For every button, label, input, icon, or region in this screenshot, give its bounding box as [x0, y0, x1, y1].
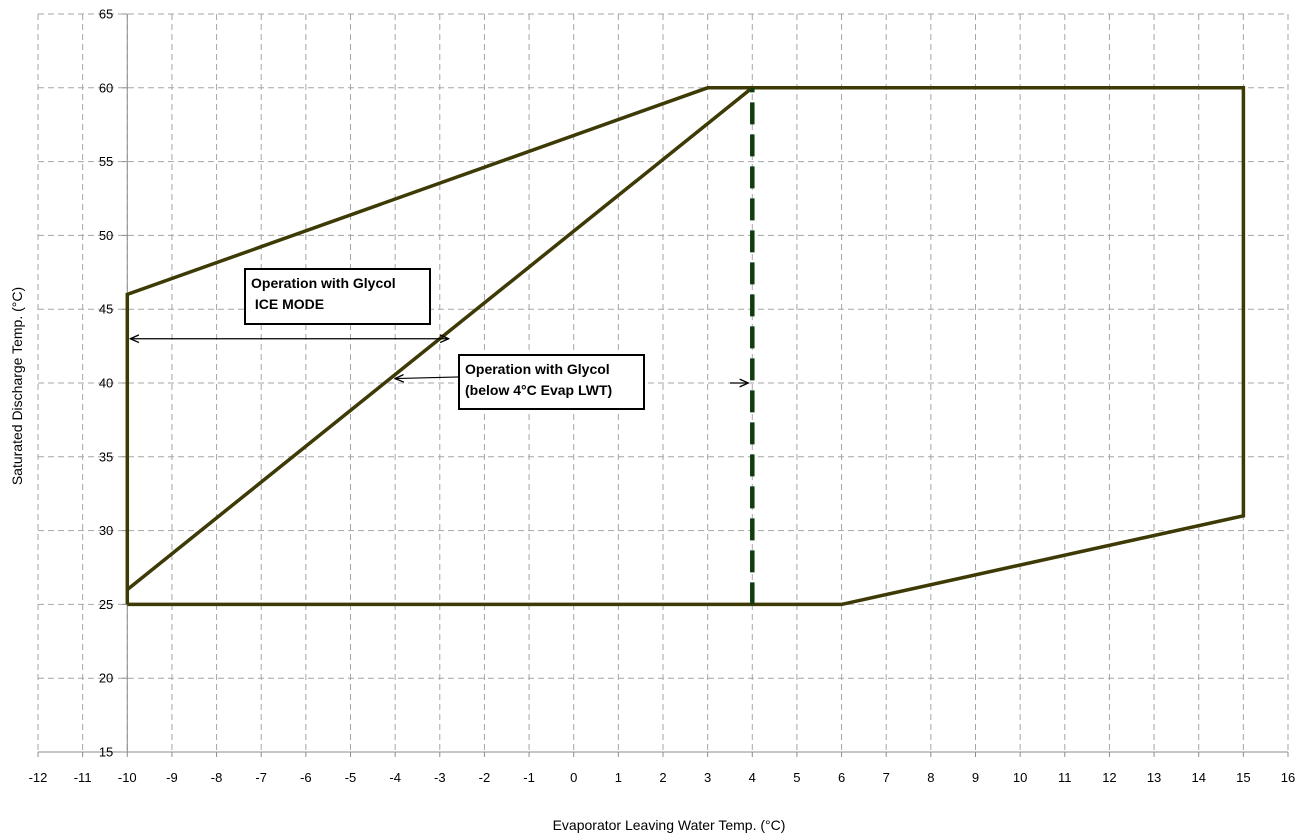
x-tick-label: 0	[570, 770, 577, 785]
x-tick-label: -3	[434, 770, 446, 785]
x-tick-label: 4	[749, 770, 756, 785]
tick-labels: -12 -11 -10 -9 -8 -7 -6 -5 -4 -3 -2 -1 0 1 2 3 4 5 6 7 8 9 10 1…	[29, 7, 1296, 786]
x-tick-label: -10	[118, 770, 137, 785]
y-tick-label: 15	[99, 745, 113, 760]
x-tick-label: -11	[74, 770, 92, 785]
x-tick-label: 10	[1013, 770, 1027, 785]
x-tick-label: 6	[838, 770, 845, 785]
y-tick-label: 55	[99, 154, 113, 169]
x-axis-title: Evaporator Leaving Water Temp. (°C)	[553, 817, 786, 833]
glycol-annotation: Operation with Glycol (below 4°C Evap LW…	[458, 354, 645, 410]
x-tick-label: 3	[704, 770, 711, 785]
x-tick-label: 15	[1236, 770, 1250, 785]
x-tick-label: -5	[345, 770, 357, 785]
x-tick-label: 12	[1102, 770, 1116, 785]
x-tick-label: -9	[166, 770, 178, 785]
x-tick-label: 5	[793, 770, 800, 785]
y-tick-label: 35	[99, 449, 113, 464]
data-series	[125, 86, 1246, 607]
x-tick-label: 16	[1281, 770, 1295, 785]
y-tick-label: 30	[99, 523, 113, 538]
operating-envelope-line	[125, 86, 1246, 607]
x-tick-label: 1	[615, 770, 622, 785]
y-tick-label: 45	[99, 302, 113, 317]
y-tick-label: 60	[99, 80, 113, 95]
x-tick-label: 2	[659, 770, 666, 785]
y-axis-title: Saturated Discharge Temp. (°C)	[9, 287, 25, 485]
ice-mode-annotation-line-1: Operation with Glycol	[251, 275, 396, 291]
x-tick-label: -1	[523, 770, 535, 785]
x-tick-label: -2	[479, 770, 491, 785]
x-tick-label: 14	[1191, 770, 1205, 785]
x-tick-label: 8	[927, 770, 934, 785]
x-tick-label: -12	[29, 770, 48, 785]
ice-mode-annotation: Operation with Glycol ICE MODE	[244, 268, 431, 325]
glycol-annotation-line-2: (below 4°C Evap LWT)	[465, 382, 613, 398]
x-tick-label: -8	[211, 770, 223, 785]
glycol-annotation-line-1: Operation with Glycol	[465, 361, 610, 377]
y-tick-label: 25	[99, 597, 113, 612]
x-tick-label: -6	[300, 770, 312, 785]
x-tick-label: 11	[1058, 770, 1072, 785]
y-tick-label: 50	[99, 228, 113, 243]
x-tick-label: -4	[389, 770, 401, 785]
grid-lines	[37, 13, 1289, 753]
y-tick-label: 20	[99, 671, 113, 686]
x-tick-label: 7	[883, 770, 890, 785]
x-tick-label: 13	[1147, 770, 1161, 785]
x-tick-label: -7	[255, 770, 267, 785]
x-tick-label: 9	[972, 770, 979, 785]
y-tick-label: 65	[99, 7, 113, 22]
y-tick-label: 40	[99, 376, 113, 391]
ice-mode-annotation-line-2: ICE MODE	[251, 296, 325, 312]
